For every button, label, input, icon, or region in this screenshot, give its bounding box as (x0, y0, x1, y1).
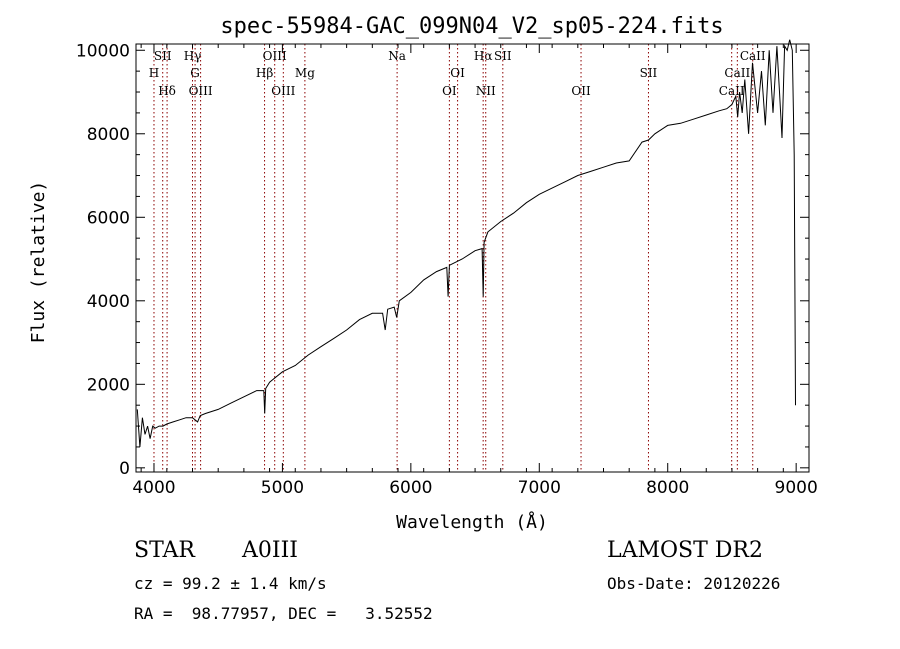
obs-date: Obs-Date: 20120226 (607, 574, 781, 593)
chart-title: spec-55984-GAC_099N04_V2_sp05-224.fits (220, 14, 723, 39)
line-marker-label: SII (640, 66, 658, 80)
spectrum-line (136, 39, 796, 447)
object-class: STAR (134, 538, 195, 563)
line-marker-label: Hδ (158, 84, 176, 98)
line-marker-label: OIII (189, 84, 213, 98)
x-tick-label: 7000 (518, 478, 561, 498)
line-marker-label: OIII (263, 49, 287, 63)
line-marker-label: Na (388, 49, 406, 63)
coordinates: RA = 98.77957, DEC = 3.52552 (134, 604, 433, 623)
line-markers: HSIIHδHγGOIIIHβOIIIOIIIMgNaOIOIHαNIISIIO… (149, 44, 766, 472)
x-tick-label: 6000 (389, 478, 432, 498)
x-tick-label: 4000 (132, 478, 175, 498)
line-marker-label: CaII (719, 84, 745, 98)
x-tick-label: 8000 (646, 478, 689, 498)
y-tick-label: 6000 (87, 208, 130, 228)
object-subclass: A0III (242, 538, 298, 563)
y-tick-label: 10000 (76, 41, 130, 61)
plot-frame (135, 43, 810, 473)
line-marker-label: Mg (295, 66, 315, 80)
line-marker-label: OI (450, 66, 465, 80)
line-marker-label: Hγ (184, 49, 202, 63)
x-tick-label: 9000 (775, 478, 818, 498)
line-marker-label: CaII (740, 49, 766, 63)
axis-ticks: 4000 5000 6000 7000 8000 9000 0 2000 4000 6000 800… (76, 41, 818, 498)
redshift-value: cz = 99.2 ± 1.4 km/s (134, 574, 327, 593)
line-marker-label: Hα (474, 49, 493, 63)
y-axis-label: Flux (relative) (28, 181, 49, 344)
line-marker-label: G (190, 66, 200, 80)
survey-name: LAMOST DR2 (607, 538, 763, 563)
y-tick-label: 8000 (87, 125, 130, 145)
line-marker-label: NII (476, 84, 496, 98)
line-marker-label: OI (442, 84, 457, 98)
y-tick-label: 2000 (87, 375, 130, 395)
line-marker-label: OIII (271, 84, 295, 98)
x-tick-label: 5000 (261, 478, 304, 498)
line-marker-label: H (149, 66, 159, 80)
x-axis-label: Wavelength (Å) (396, 511, 548, 533)
y-tick-label: 0 (119, 459, 130, 479)
line-marker-label: CaII (724, 66, 750, 80)
line-marker-label: Hβ (256, 66, 273, 80)
line-marker-label: SII (154, 49, 172, 63)
y-tick-label: 4000 (87, 292, 130, 312)
line-marker-label: SII (494, 49, 512, 63)
line-marker-label: OII (571, 84, 591, 98)
